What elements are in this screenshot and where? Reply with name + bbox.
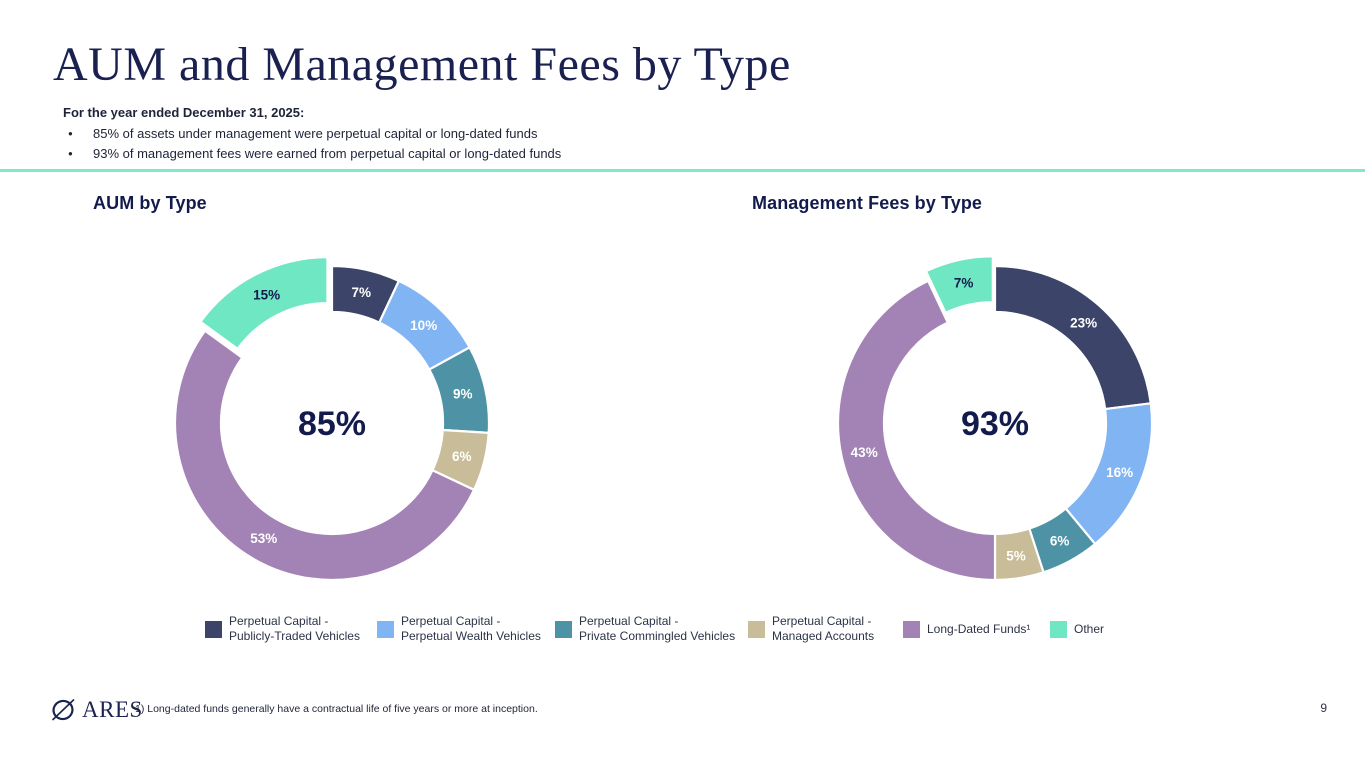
legend-swatch — [1050, 620, 1067, 638]
segment-label: 7% — [954, 275, 974, 290]
page-title: AUM and Management Fees by Type — [53, 38, 791, 91]
segment-label: 6% — [452, 449, 472, 464]
segment-label: 7% — [351, 285, 371, 300]
segment-label: 9% — [453, 387, 473, 402]
legend-swatch — [377, 620, 394, 638]
legend-item: Long-Dated Funds¹ — [903, 607, 1030, 651]
legend-label: Perpetual Capital - Publicly-Traded Vehic… — [229, 614, 360, 643]
divider-line — [0, 169, 1365, 172]
donut-segment — [836, 279, 997, 582]
donut-segment — [993, 264, 1152, 411]
donut-chart-fees: 23% 16% 6% 5% 43% 7% 93% — [825, 253, 1165, 593]
ares-globe-icon — [51, 698, 75, 721]
segment-label: 23% — [1070, 315, 1097, 330]
legend-item: Other — [1050, 607, 1104, 651]
legend-item: Perpetual Capital - Publicly-Traded Vehic… — [205, 607, 360, 651]
segment-label: 15% — [253, 288, 280, 303]
logo-text: ARES — [82, 697, 143, 722]
legend-swatch — [748, 620, 765, 638]
segment-label: 16% — [1106, 465, 1133, 480]
donut-center-label: 93% — [961, 405, 1029, 443]
legend-item: Perpetual Capital - Perpetual Wealth Vehi… — [377, 607, 541, 651]
chart-title-aum: AUM by Type — [93, 193, 207, 213]
donut-segment — [173, 329, 476, 582]
legend-swatch — [205, 620, 222, 638]
segment-label: 10% — [410, 318, 437, 333]
legend-item: Perpetual Capital - Managed Accounts — [748, 607, 874, 651]
subtitle: For the year ended December 31, 2025: — [63, 105, 305, 120]
page-number: 9 — [1320, 701, 1327, 715]
bullet-item: 85% of assets under management were perp… — [68, 124, 561, 144]
bullet-list: 85% of assets under management were perp… — [68, 124, 561, 164]
donut-center-label: 85% — [298, 405, 366, 443]
legend-swatch — [555, 620, 572, 638]
legend-swatch — [903, 620, 920, 638]
donut-segment — [924, 255, 994, 314]
legend-label: Perpetual Capital - Private Commingled Ve… — [579, 614, 736, 643]
chart-legend: Perpetual Capital - Publicly-Traded Vehic… — [0, 607, 1365, 651]
legend-label: Long-Dated Funds¹ — [927, 621, 1031, 636]
segment-label: 43% — [851, 445, 878, 460]
legend-label: Other — [1074, 621, 1105, 636]
legend-label: Perpetual Capital - Managed Accounts — [772, 614, 875, 643]
segment-label: 53% — [250, 531, 277, 546]
company-logo: ARES — [50, 697, 143, 723]
legend-label: Perpetual Capital - Perpetual Wealth Vehi… — [401, 614, 541, 643]
donut-segment — [199, 255, 329, 350]
footnote: 1) Long-dated funds generally have a con… — [135, 703, 538, 715]
chart-title-fees: Management Fees by Type — [752, 193, 983, 213]
segment-label: 5% — [1006, 548, 1026, 563]
legend-item: Perpetual Capital - Private Commingled Ve… — [555, 607, 735, 651]
bullet-item: 93% of management fees were earned from … — [68, 144, 561, 164]
segment-label: 6% — [1050, 533, 1070, 548]
donut-chart-aum: 7% 10% 9% 6% 53% 15% 85% — [162, 253, 502, 593]
